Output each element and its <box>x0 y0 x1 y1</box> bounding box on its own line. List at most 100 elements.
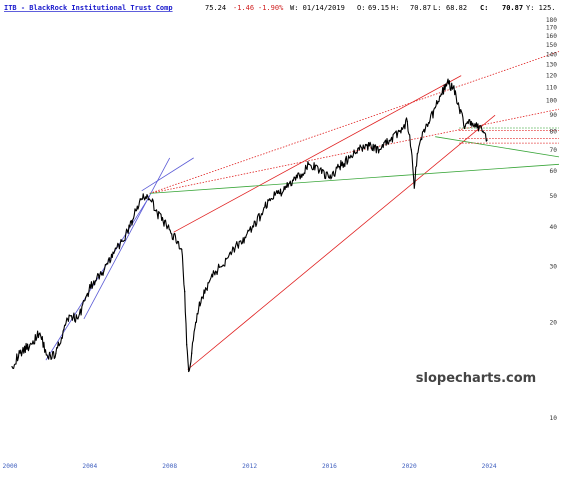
price-point <box>252 226 255 228</box>
trendline-green-solid-8 <box>149 163 560 194</box>
price-point <box>288 182 291 184</box>
price-point <box>416 153 418 155</box>
x-tick-label: 2012 <box>242 463 257 470</box>
price-point <box>298 175 301 177</box>
price-point <box>121 240 123 242</box>
price-point <box>167 226 169 228</box>
y-tick-label: 130 <box>546 62 557 69</box>
y-tick-label: 70 <box>550 147 558 154</box>
y-tick-label: 90 <box>550 112 558 119</box>
price-point <box>103 270 105 272</box>
price-point <box>19 352 21 354</box>
x-axis: 2000 2004 2008 2012 2016 2020 2024 <box>3 463 497 470</box>
price-point <box>11 366 13 368</box>
price-point <box>237 244 239 246</box>
trendline-blue-solid-2 <box>83 157 171 320</box>
price-point <box>171 233 173 235</box>
price-point <box>368 145 370 147</box>
x-tick-label: 2016 <box>322 463 337 470</box>
y-tick-label: 50 <box>550 193 558 200</box>
price-point <box>77 318 79 320</box>
price-point <box>113 252 115 254</box>
price-series <box>11 78 488 373</box>
price-point <box>482 130 484 132</box>
price-point <box>55 352 57 354</box>
price-point <box>410 149 412 151</box>
price-point <box>422 130 424 132</box>
trendlines <box>45 51 560 370</box>
x-tick-label: 2000 <box>3 463 18 470</box>
price-change: -1.46 <box>233 4 254 12</box>
price-point <box>93 280 95 282</box>
price-point <box>318 170 320 172</box>
price-point <box>85 296 87 298</box>
price-point <box>308 163 310 165</box>
open-label: O: <box>357 4 365 12</box>
price-point <box>446 82 448 84</box>
price-point <box>195 321 197 323</box>
price-point <box>282 190 285 192</box>
bar-date: W: 01/14/2019 <box>290 4 345 12</box>
last-price: 75.24 <box>205 4 226 12</box>
price-point <box>69 315 71 317</box>
price-point <box>398 130 400 132</box>
price-point <box>229 252 231 254</box>
y-tick-label: 160 <box>546 33 557 40</box>
price-point <box>245 237 247 239</box>
extra-value: Y: 125. <box>526 4 556 12</box>
y-tick-label: 10 <box>550 415 558 422</box>
price-point <box>388 139 390 141</box>
x-tick-label: 2004 <box>82 463 97 470</box>
x-tick-label: 2024 <box>482 463 497 470</box>
price-point <box>260 213 263 215</box>
price-point <box>201 296 203 298</box>
low-label: L: <box>433 4 441 12</box>
y-tick-label: 170 <box>546 25 557 32</box>
price-point <box>276 192 279 194</box>
y-tick-label: 40 <box>550 224 558 231</box>
price-point <box>221 265 223 268</box>
price-point <box>191 352 193 354</box>
price-change-pct: -1.90% <box>258 4 284 12</box>
price-point <box>434 107 436 109</box>
trendline-red-dotted-7 <box>149 108 560 194</box>
price-point <box>161 219 163 221</box>
price-point <box>328 177 330 179</box>
price-point <box>470 120 472 123</box>
price-point <box>63 328 65 330</box>
x-tick-label: 2020 <box>402 463 417 470</box>
price-point <box>413 187 415 189</box>
symbol-name[interactable]: ITB - BlackRock Institutional Trust Comp <box>4 4 173 12</box>
open-value: 69.15 <box>368 4 389 12</box>
price-point <box>358 149 360 151</box>
price-point <box>268 198 271 200</box>
price-point <box>39 332 41 334</box>
price-point <box>215 270 217 272</box>
price-point <box>147 195 149 197</box>
close-label: C: <box>480 4 488 12</box>
price-point <box>440 93 442 95</box>
trendline-blue-solid-1 <box>45 195 151 361</box>
trendline-red-solid-4 <box>187 114 496 370</box>
price-point <box>181 248 183 250</box>
price-point <box>186 344 188 346</box>
trendline-green-solid-9 <box>435 136 560 158</box>
watermark: slopecharts.com <box>416 371 536 386</box>
high-label: H: <box>391 4 399 12</box>
price-point <box>452 87 454 89</box>
price-point <box>188 370 190 373</box>
close-value: 70.87 <box>502 4 523 12</box>
price-point <box>209 280 211 282</box>
trendline-red-solid-5 <box>173 75 462 233</box>
y-tick-label: 140 <box>546 51 557 58</box>
price-point <box>458 107 460 109</box>
price-point <box>348 157 350 159</box>
y-tick-label: 180 <box>546 17 557 24</box>
y-tick-label: 30 <box>550 264 558 271</box>
price-point <box>406 120 408 123</box>
x-tick-label: 2008 <box>162 463 177 470</box>
price-point <box>378 149 380 151</box>
y-tick-label: 110 <box>546 85 557 92</box>
